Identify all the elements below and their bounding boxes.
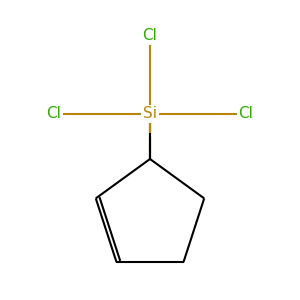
Text: Si: Si	[143, 106, 157, 122]
Text: Cl: Cl	[142, 28, 158, 44]
Text: Cl: Cl	[46, 106, 62, 122]
Text: Cl: Cl	[238, 106, 253, 122]
